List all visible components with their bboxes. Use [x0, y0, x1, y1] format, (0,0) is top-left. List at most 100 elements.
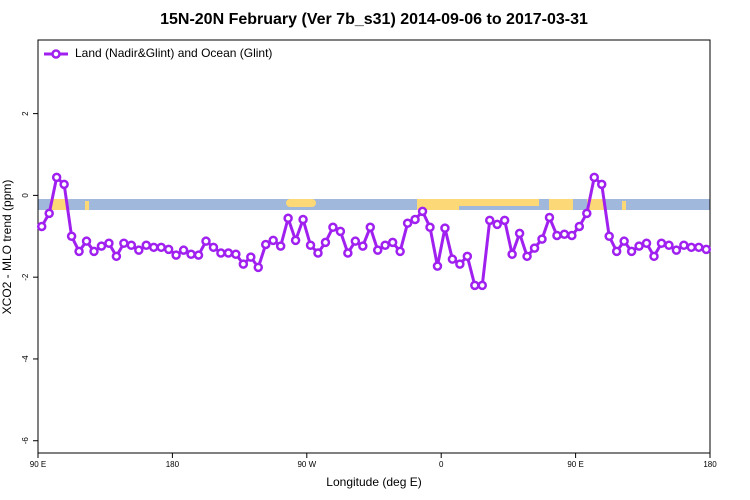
data-point [193, 250, 204, 260]
data-point [260, 239, 271, 250]
data-point [425, 222, 435, 233]
y-tick-label: -2 [21, 273, 30, 281]
data-point [36, 221, 47, 232]
x-tick-label: 180 [166, 460, 180, 469]
land-patch [549, 199, 573, 210]
data-point [574, 221, 585, 232]
data-point [104, 238, 114, 248]
data-point [671, 245, 682, 255]
data-point [619, 236, 629, 246]
y-tick-label: -4 [21, 355, 30, 363]
data-point [380, 240, 390, 251]
data-point [634, 241, 644, 251]
chart-title: 15N-20N February (Ver 7b_s31) 2014-09-06… [160, 11, 588, 28]
data-point [305, 240, 316, 251]
data-point [537, 234, 547, 244]
data-point [216, 248, 226, 258]
data-point [694, 242, 704, 253]
data-point [223, 248, 234, 258]
data-point [484, 215, 495, 226]
legend-label: Land (Nadir&Glint) and Ocean (Glint) [75, 46, 272, 60]
data-point [298, 214, 308, 225]
data-point [544, 212, 555, 223]
data-point [701, 244, 712, 255]
x-tick-label: 90 E [30, 460, 46, 469]
data-point [89, 246, 99, 257]
data-point [208, 242, 219, 253]
y-tick-label: -6 [21, 437, 30, 445]
x-tick-label: 90 E [567, 460, 583, 469]
data-point [402, 218, 413, 228]
data-point [81, 236, 92, 246]
data-point [268, 235, 278, 246]
data-point [343, 248, 353, 258]
data-point [126, 240, 137, 251]
data-point [514, 228, 525, 239]
data-point [589, 172, 600, 183]
data-point [552, 230, 562, 241]
data-point [313, 248, 323, 258]
data-point [522, 251, 532, 262]
data-point [156, 242, 166, 253]
data-point [283, 213, 293, 224]
data-point [582, 208, 592, 219]
data-point [596, 179, 607, 190]
data-point [119, 238, 129, 248]
data-point [410, 214, 420, 225]
land-patch [622, 201, 626, 210]
data-point [499, 215, 510, 226]
data-point [470, 280, 480, 291]
x-tick-label: 0 [439, 460, 444, 469]
data-point [328, 222, 338, 233]
data-point [96, 241, 107, 251]
data-point [186, 249, 196, 260]
y-tick-label: 2 [21, 111, 30, 116]
data-point [492, 219, 502, 230]
data-point [417, 206, 428, 217]
data-point [649, 251, 659, 262]
data-point [462, 251, 473, 262]
series-line [40, 174, 707, 287]
data-point [290, 235, 301, 246]
data-point [134, 245, 144, 255]
data-point [447, 254, 458, 264]
land-patch [85, 201, 89, 210]
data-point [350, 236, 361, 246]
data-point [664, 240, 674, 251]
data-point [320, 237, 331, 248]
data-point [372, 245, 383, 255]
data-point [111, 251, 122, 262]
data-point [246, 252, 256, 262]
land-patch [417, 199, 459, 210]
data-point [507, 249, 517, 260]
data-point [641, 238, 652, 248]
data-point [395, 246, 405, 257]
land-patch [459, 199, 539, 206]
data-point [201, 236, 211, 246]
data-point [178, 245, 189, 255]
data-point [148, 242, 159, 253]
data-point [51, 172, 62, 183]
data-point [163, 244, 174, 255]
data-point [59, 179, 69, 190]
land-mask [38, 199, 710, 210]
data-point [679, 240, 689, 251]
legend-marker [51, 49, 61, 59]
data-point [455, 259, 465, 269]
data-point [529, 243, 540, 253]
data-point [611, 246, 622, 257]
data-point [141, 240, 152, 251]
data-point [44, 208, 54, 219]
land-patch [587, 199, 605, 210]
y-tick-label: 0 [21, 193, 30, 198]
data-point [440, 223, 450, 233]
data-point [238, 259, 249, 269]
data-point [171, 250, 181, 260]
land-patch [286, 199, 316, 207]
land-patch [50, 199, 68, 210]
data-point [275, 241, 286, 251]
x-axis-label: Longitude (deg E) [326, 475, 421, 489]
data-point [626, 246, 637, 257]
data-point [477, 280, 488, 291]
